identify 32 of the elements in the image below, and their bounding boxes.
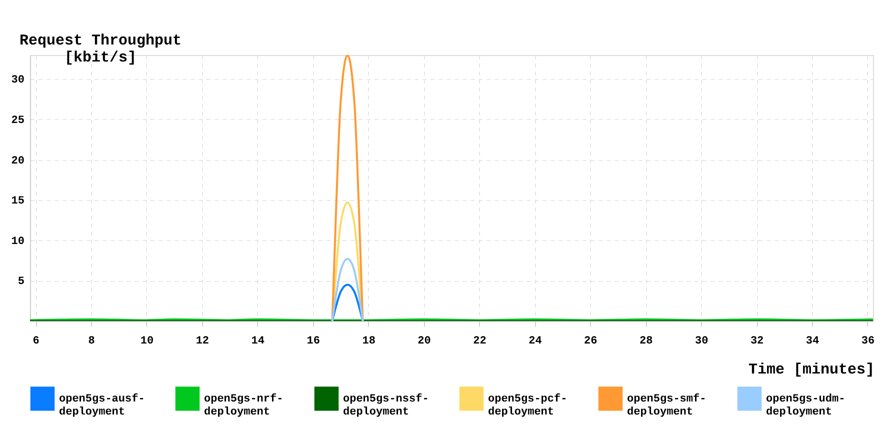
line-series [331, 258, 364, 321]
line-series [331, 284, 364, 321]
x-axis-title: Time [minutes] [748, 362, 874, 378]
x-tick-label: 6 [32, 336, 40, 348]
y-tick-label: 30 [11, 74, 24, 87]
y-tick-label: 15 [11, 196, 25, 208]
x-tick-label: 14 [251, 336, 265, 348]
legend-label: open5gs-nssf-deployment [343, 392, 429, 419]
x-tick-label: 28 [640, 336, 654, 348]
x-tick-label: 34 [806, 336, 820, 348]
x-tick-label: 8 [88, 336, 96, 348]
legend-label: open5gs-nrf-deployment [204, 392, 284, 419]
x-tick-label: 26 [584, 336, 598, 348]
y-tick-label: 5 [18, 276, 25, 288]
y-tick-label: 25 [11, 114, 25, 127]
legend-label: open5gs-pcf-deployment [488, 392, 568, 419]
x-tick-label: 24 [528, 336, 542, 348]
x-tick-label: 16 [306, 336, 320, 348]
x-tick-label: 22 [473, 336, 486, 348]
legend-label: open5gs-ausf-deployment [59, 392, 145, 419]
y-tick-label: 10 [11, 236, 24, 248]
y-tick-label: 20 [11, 155, 24, 168]
legend-label: open5gs-smf-deployment [627, 392, 706, 419]
y-axis-title: Request Throughput [kbit/s] [19, 32, 182, 66]
x-tick-label: 10 [140, 336, 154, 348]
x-tick-label: 32 [750, 336, 764, 348]
x-tick-label: 36 [861, 336, 875, 348]
x-tick-label: 20 [418, 336, 431, 348]
x-tick-label: 30 [694, 336, 708, 348]
x-tick-label: 18 [362, 336, 376, 348]
legend-label: open5gs-udm-deployment [766, 394, 846, 419]
x-tick-label: 12 [196, 336, 210, 348]
